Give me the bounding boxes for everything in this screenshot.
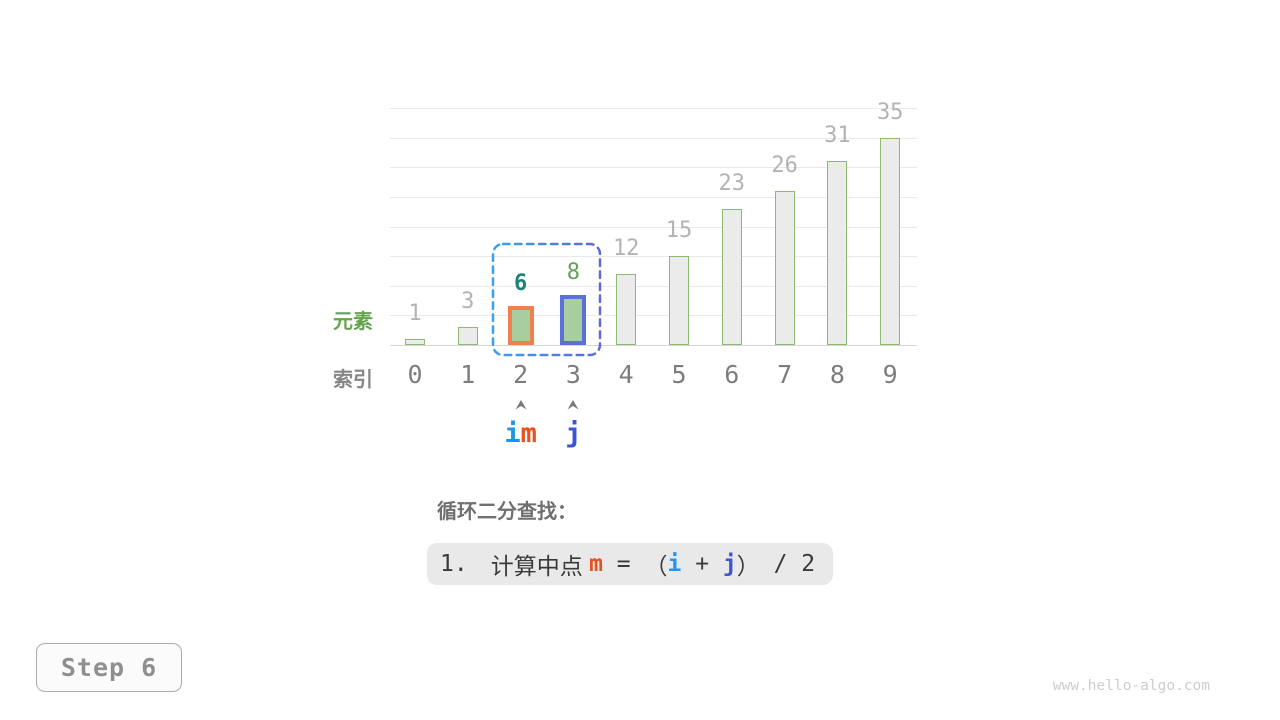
index-label: 1 [460,360,476,389]
bar [774,190,795,345]
gridline [390,315,917,317]
formula-segment: ） [736,553,760,579]
index-label: 6 [724,360,740,389]
formula-segment: + [681,551,723,577]
bar-value-label: 15 [665,218,693,244]
pointer-label-group: j [565,419,581,449]
pointer-label-i: i [504,418,521,449]
bar-value-label: 1 [408,301,422,327]
formula-segment: 1. [440,551,468,577]
bar-value-label: 35 [876,99,904,125]
step-badge: Step 6 [36,643,182,692]
index-label: 5 [671,360,687,389]
index-label: 3 [565,360,581,389]
index-label: 7 [777,360,793,389]
bar [721,208,742,345]
formula-segment: / 2 [759,551,816,577]
index-axis-label: 索引 [333,369,373,391]
formula-segment: （ [644,553,668,579]
formula-segment: i [667,551,682,577]
index-label: 8 [829,360,845,389]
bar [616,273,637,345]
x-axis-baseline [390,345,917,346]
pointer-label-j: j [565,418,582,449]
search-range-dashed-box [491,242,602,357]
bar-j-highlight [560,294,587,345]
formula-segment: m [589,551,603,577]
up-arrow-icon [515,396,527,415]
bar-value-label: 12 [612,235,640,261]
gridline [390,167,917,169]
step-formula-box: 1. 计算中点 m = （i + j） / 2 [427,543,833,585]
website-watermark: www.hello-algo.com [1052,678,1210,694]
gridline [390,226,917,228]
bar [669,256,689,345]
index-label: 9 [882,360,898,389]
bar [405,339,425,345]
bar [827,161,848,345]
bar-value-label: 26 [771,152,798,178]
index-label: 4 [618,360,634,389]
gridline [390,196,917,198]
bar-value-label: 3 [461,289,475,315]
index-label: 0 [407,360,423,389]
gridline [390,256,917,258]
formula-segment: j [722,551,737,577]
formula-segment: 计算中点 [467,553,590,579]
up-arrow-icon [567,396,579,415]
bar-mid-highlight [507,306,534,345]
bar-value-label: 6 [513,271,528,297]
bar-value-label: 23 [718,170,746,196]
gridline [390,285,917,287]
bar [457,327,478,345]
formula-segment: = [602,551,645,577]
index-label: 2 [513,360,529,389]
bar-value-label: 31 [824,123,851,149]
bar-value-label: 8 [566,259,581,285]
gridline [390,108,917,109]
element-axis-label: 元素 [333,311,373,333]
bar [880,137,901,345]
caption-title: 循环二分查找： [437,501,577,523]
pointer-label-m: m [520,418,537,449]
gridline [390,137,917,139]
